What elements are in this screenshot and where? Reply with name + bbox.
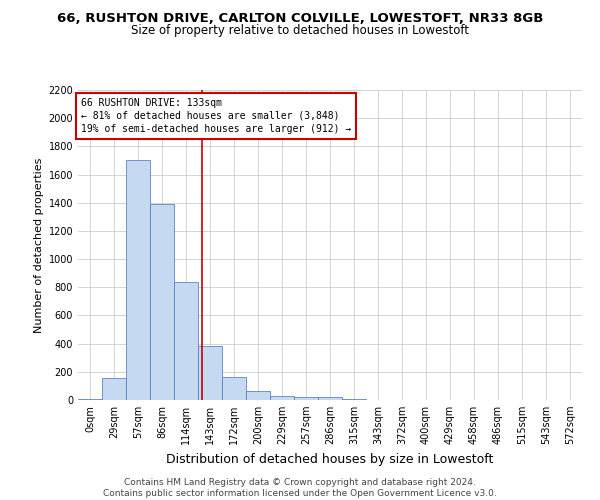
- Bar: [198, 346, 222, 400]
- Bar: [102, 378, 126, 400]
- Bar: [318, 397, 342, 400]
- Y-axis label: Number of detached properties: Number of detached properties: [34, 158, 44, 332]
- Bar: [126, 160, 150, 400]
- Text: Size of property relative to detached houses in Lowestoft: Size of property relative to detached ho…: [131, 24, 469, 37]
- X-axis label: Distribution of detached houses by size in Lowestoft: Distribution of detached houses by size …: [166, 452, 494, 466]
- Bar: [174, 282, 198, 400]
- Text: Contains HM Land Registry data © Crown copyright and database right 2024.
Contai: Contains HM Land Registry data © Crown c…: [103, 478, 497, 498]
- Bar: [78, 398, 102, 400]
- Text: 66 RUSHTON DRIVE: 133sqm
← 81% of detached houses are smaller (3,848)
19% of sem: 66 RUSHTON DRIVE: 133sqm ← 81% of detach…: [80, 98, 351, 134]
- Bar: [342, 399, 366, 400]
- Bar: [222, 378, 246, 400]
- Bar: [294, 397, 318, 400]
- Bar: [150, 204, 174, 400]
- Bar: [246, 391, 270, 400]
- Text: 66, RUSHTON DRIVE, CARLTON COLVILLE, LOWESTOFT, NR33 8GB: 66, RUSHTON DRIVE, CARLTON COLVILLE, LOW…: [57, 12, 543, 26]
- Bar: [270, 396, 294, 400]
